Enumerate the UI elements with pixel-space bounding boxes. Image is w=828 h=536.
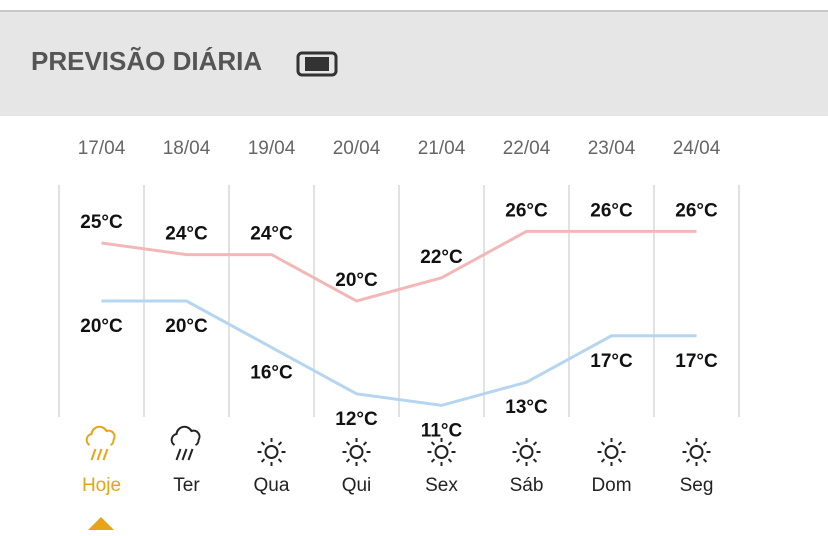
day-tab[interactable]: Sex bbox=[425, 438, 458, 496]
day-tab[interactable]: Qui bbox=[342, 438, 372, 496]
temperature-label: 22°C bbox=[420, 247, 463, 268]
temperature-label: 11°C bbox=[421, 420, 463, 441]
temperature-line bbox=[101, 299, 697, 407]
sun-ray bbox=[515, 441, 521, 446]
sun-ray bbox=[260, 458, 266, 463]
rain-drop bbox=[96, 448, 103, 461]
sun-core bbox=[519, 445, 534, 459]
date-label: 24/04 bbox=[673, 138, 721, 159]
sun-ray bbox=[532, 458, 538, 463]
sun-ray bbox=[685, 441, 691, 446]
day-label: Dom bbox=[591, 475, 631, 496]
day-tab[interactable]: Ter bbox=[170, 425, 201, 496]
sun-core bbox=[689, 445, 704, 459]
header-bar bbox=[0, 11, 828, 116]
device-frame bbox=[296, 51, 338, 77]
day-label: Sáb bbox=[510, 475, 544, 496]
temperature-label: 26°C bbox=[505, 200, 548, 221]
temperature-label: 24°C bbox=[165, 224, 208, 245]
sun-ray bbox=[345, 458, 351, 463]
rain-drop bbox=[90, 448, 97, 461]
sun-ray bbox=[362, 441, 368, 446]
day-tab[interactable]: Dom bbox=[591, 438, 632, 496]
cloud bbox=[85, 425, 116, 446]
date-label: 17/04 bbox=[78, 138, 126, 159]
sun-ray bbox=[277, 441, 283, 446]
sun-ray bbox=[447, 458, 453, 463]
sun-ray bbox=[260, 441, 266, 446]
rain-drop bbox=[102, 448, 109, 461]
day-tab[interactable]: Hoje bbox=[82, 425, 121, 496]
temperature-label: 20°C bbox=[80, 316, 123, 337]
temperature-line bbox=[101, 229, 697, 303]
sun-ray bbox=[702, 458, 708, 463]
sun-ray bbox=[600, 458, 606, 463]
temperature-label: 26°C bbox=[590, 200, 633, 221]
sun-ray bbox=[600, 441, 606, 446]
temperature-label: 20°C bbox=[165, 316, 208, 337]
sun-ray bbox=[617, 441, 623, 446]
day-label: Sex bbox=[425, 475, 458, 496]
sun-ray bbox=[277, 458, 283, 463]
day-tab[interactable]: Seg bbox=[680, 438, 714, 496]
sun-ray bbox=[532, 441, 538, 446]
date-label: 18/04 bbox=[163, 138, 211, 159]
day-label: Hoje bbox=[82, 475, 121, 496]
sun-core bbox=[604, 445, 619, 459]
sun-core bbox=[349, 445, 364, 459]
cloud bbox=[170, 425, 201, 446]
sun-ray bbox=[515, 458, 521, 463]
device-icon[interactable] bbox=[296, 51, 338, 77]
temperature-label: 16°C bbox=[250, 362, 293, 383]
temperature-label: 12°C bbox=[335, 409, 378, 430]
day-label: Ter bbox=[173, 475, 200, 496]
date-label: 19/04 bbox=[248, 138, 296, 159]
temperature-label: 25°C bbox=[80, 212, 123, 233]
sun-ray bbox=[685, 458, 691, 463]
temperature-label: 20°C bbox=[335, 270, 378, 291]
sun-core bbox=[434, 445, 449, 459]
sun-ray bbox=[617, 458, 623, 463]
rain-drop bbox=[175, 448, 182, 461]
date-label: 23/04 bbox=[588, 138, 636, 159]
temperature-label: 26°C bbox=[675, 200, 718, 221]
sun-ray bbox=[447, 441, 453, 446]
sun-ray bbox=[345, 441, 351, 446]
date-label: 22/04 bbox=[503, 138, 551, 159]
sun-ray bbox=[702, 441, 708, 446]
date-label: 21/04 bbox=[418, 138, 466, 159]
sun-ray bbox=[430, 458, 436, 463]
day-label: Qui bbox=[342, 475, 372, 496]
rain-drop bbox=[187, 448, 194, 461]
sun-ray bbox=[430, 441, 436, 446]
temperature-label: 17°C bbox=[590, 351, 633, 372]
temperature-label: 17°C bbox=[675, 351, 718, 372]
temperature-label: 13°C bbox=[505, 397, 548, 418]
sun-ray bbox=[362, 458, 368, 463]
day-label: Qua bbox=[254, 475, 290, 496]
sun-core bbox=[264, 445, 279, 459]
rain-drop bbox=[181, 448, 188, 461]
temperature-label: 24°C bbox=[250, 224, 293, 245]
day-tab[interactable]: Qua bbox=[254, 438, 290, 496]
day-label: Seg bbox=[680, 475, 714, 496]
header-title: PREVISÃO DIÁRIA bbox=[31, 46, 262, 76]
device-screen bbox=[305, 57, 329, 71]
date-label: 20/04 bbox=[333, 138, 381, 159]
day-tab[interactable]: Sáb bbox=[510, 438, 544, 496]
selected-indicator bbox=[88, 517, 114, 530]
